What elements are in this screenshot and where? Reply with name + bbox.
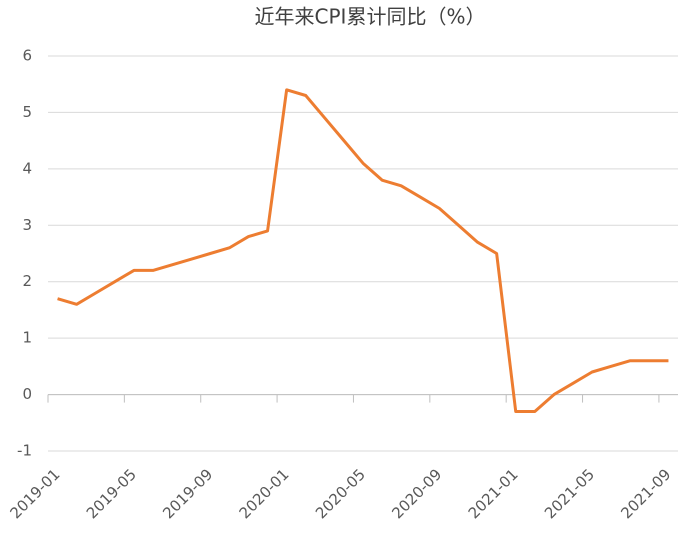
x-tick-label: 2019-01 — [7, 465, 64, 522]
y-tick-label: -1 — [17, 442, 32, 460]
y-tick-label: 6 — [22, 47, 32, 65]
y-tick-label: 0 — [22, 385, 32, 403]
line — [57, 88, 669, 413]
y-tick-label: 4 — [22, 159, 32, 177]
x-tick-label: 2021-01 — [465, 465, 522, 522]
x-tick-label: 2021-05 — [541, 465, 598, 522]
x-tick-label: 2020-01 — [236, 465, 293, 522]
y-tick-label: 5 — [22, 103, 32, 121]
x-tick-label: 2020-05 — [312, 465, 369, 522]
chart-title: 近年来CPI累计同比（%） — [255, 5, 486, 29]
y-tick-label: 2 — [22, 272, 32, 290]
x-tick-label: 2020-09 — [388, 465, 445, 522]
x-tick-label: 2019-05 — [83, 465, 140, 522]
y-tick-label: 3 — [22, 216, 32, 234]
y-tick-label: 1 — [22, 329, 32, 347]
x-tick-label: 2019-09 — [159, 465, 216, 522]
x-tick-label: 2021-09 — [617, 465, 674, 522]
